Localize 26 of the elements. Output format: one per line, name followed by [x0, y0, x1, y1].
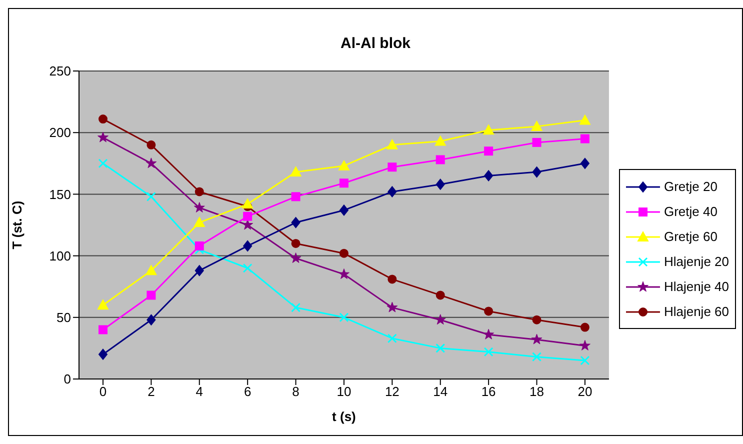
y-tick-label: 200: [49, 125, 71, 140]
x-tick-label: 8: [292, 384, 300, 400]
y-tick-label: 250: [49, 64, 71, 79]
y-tick-label: 150: [49, 186, 71, 202]
x-tick-label: 20: [578, 384, 592, 400]
x-tick-label: 10: [336, 384, 352, 400]
x-tick-label: 2: [148, 384, 155, 400]
legend-label: Hlajenje 40: [664, 279, 729, 294]
y-tick-label: 50: [56, 310, 71, 326]
x-axis-title: t (s): [332, 409, 356, 424]
y-tick-label: 0: [64, 372, 71, 387]
legend-label: Gretje 20: [664, 179, 718, 194]
y-tick-label: 100: [49, 248, 71, 264]
legend-label: Hlajenje 60: [664, 304, 729, 319]
legend-label: Gretje 40: [664, 204, 718, 219]
chart-title: Al-Al blok: [340, 35, 412, 54]
y-axis-title: T (st. C): [10, 200, 25, 250]
x-tick-label: 4: [196, 384, 204, 400]
legend-label: Hlajenje 20: [664, 254, 729, 269]
x-tick-label: 16: [481, 384, 496, 400]
legend-label: Gretje 60: [664, 229, 718, 244]
x-tick-label: 18: [530, 384, 544, 400]
x-tick-label: 0: [99, 384, 107, 400]
x-tick-label: 12: [384, 384, 400, 400]
x-tick-label: 6: [244, 384, 252, 400]
x-tick-label: 14: [433, 384, 448, 400]
